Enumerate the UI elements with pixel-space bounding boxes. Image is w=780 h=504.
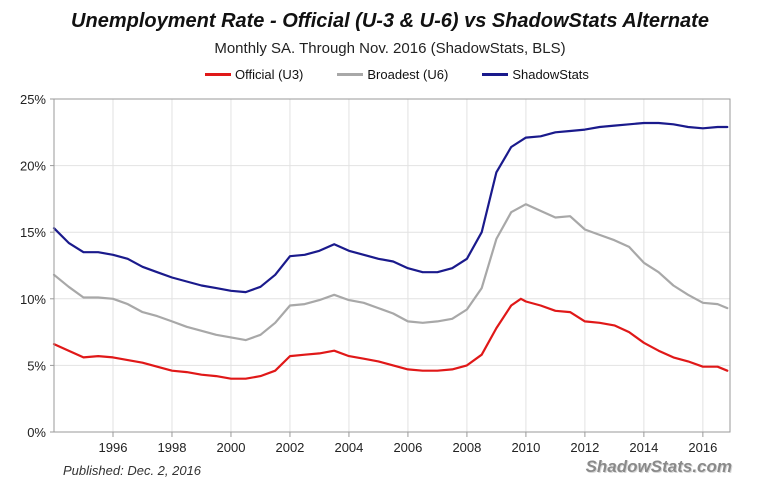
- legend-swatch-u3: [205, 73, 231, 76]
- shadowstats-brand: ShadowStats.com: [585, 457, 732, 476]
- series-line-u6: [52, 203, 729, 342]
- y-tick-label-20: 20%: [20, 159, 46, 174]
- plot-frame: [53, 98, 731, 433]
- legend: Official (U3) Broadest (U6) ShadowStats: [205, 67, 589, 82]
- x-tick-label-2008: 2008: [452, 440, 481, 455]
- legend-label-u3: Official (U3): [235, 67, 304, 82]
- y-tick-label-5: 5%: [27, 358, 46, 373]
- x-tick-label-1998: 1998: [158, 440, 187, 455]
- series-group: [52, 121, 729, 380]
- legend-item-u6: Broadest (U6): [337, 67, 448, 82]
- legend-item-u3: Official (U3): [205, 67, 303, 82]
- x-tick-label-1996: 1996: [99, 440, 128, 455]
- x-tick-label-2010: 2010: [511, 440, 540, 455]
- published-date: Published: Dec. 2, 2016: [63, 463, 202, 478]
- chart-title: Unemployment Rate - Official (U-3 & U-6)…: [71, 10, 709, 32]
- y-tick-label-15: 15%: [20, 225, 46, 240]
- legend-label-shadowstats: ShadowStats: [512, 67, 589, 82]
- x-tick-label-2000: 2000: [217, 440, 246, 455]
- grid: [54, 98, 730, 432]
- legend-swatch-u6: [337, 73, 364, 76]
- chart-subtitle: Monthly SA. Through Nov. 2016 (ShadowSta…: [214, 40, 566, 57]
- legend-item-shadowstats: ShadowStats: [482, 67, 589, 82]
- y-tick-label-10: 10%: [20, 292, 46, 307]
- series-line-shadowstats: [52, 121, 729, 294]
- x-tick-label-2002: 2002: [275, 440, 304, 455]
- legend-swatch-shadowstats: [482, 73, 509, 76]
- y-tick-label-0: 0%: [27, 425, 46, 440]
- y-axis: 0% 5% 10% 15% 20% 25%: [20, 92, 54, 440]
- x-tick-label-2014: 2014: [629, 440, 658, 455]
- y-tick-label-25: 25%: [20, 92, 46, 107]
- x-tick-label-2006: 2006: [393, 440, 422, 455]
- x-tick-label-2016: 2016: [688, 440, 717, 455]
- series-line-u3: [52, 297, 729, 380]
- x-tick-label-2004: 2004: [334, 440, 363, 455]
- legend-label-u6: Broadest (U6): [367, 67, 449, 82]
- x-tick-label-2012: 2012: [570, 440, 599, 455]
- x-axis: 1996 1998 2000 2002 2004 2006 2008 2010 2012 2014…: [99, 432, 717, 455]
